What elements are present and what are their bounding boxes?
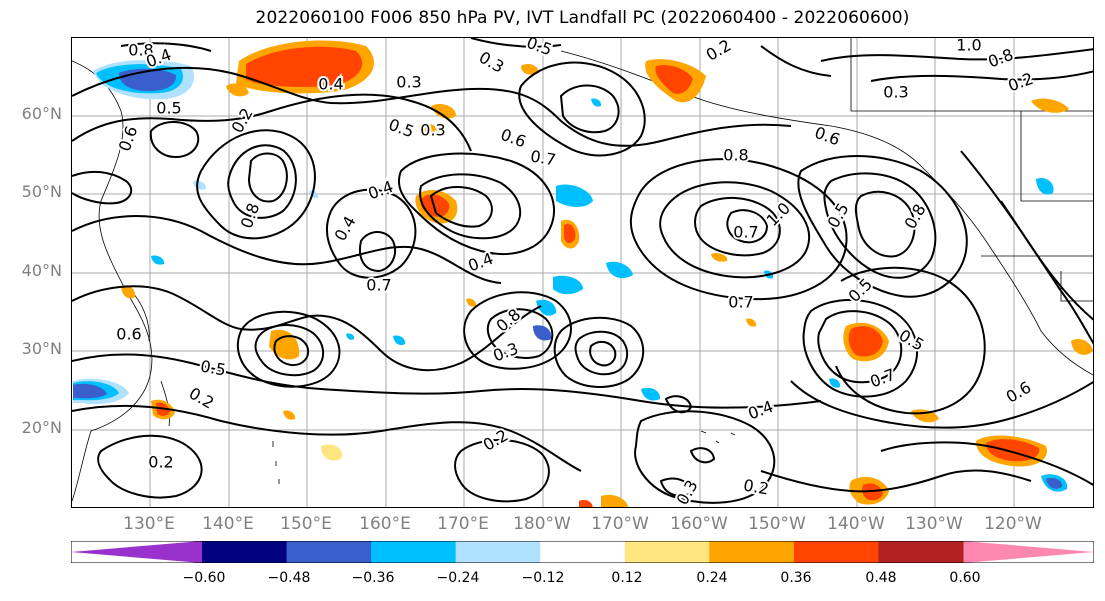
colorbar-bins — [71, 541, 1094, 563]
colorbar — [71, 541, 1094, 563]
contour-label: 0.5 — [386, 115, 416, 142]
lon-tick-130w: 130°W — [905, 514, 963, 534]
lon-tick-160w: 160°W — [670, 514, 728, 534]
pv-contours — [72, 38, 1093, 504]
shading — [73, 40, 1093, 507]
lon-tick-160e: 160°E — [359, 514, 411, 534]
graticule — [72, 38, 1093, 507]
colorbar-bin — [878, 541, 964, 563]
contour-label: 0.3 — [396, 73, 421, 92]
contour-label: 0.4 — [365, 177, 395, 204]
contour-label: 0.8 — [128, 41, 153, 60]
colorbar-bin — [709, 541, 795, 563]
colorbar-label: 0.12 — [611, 570, 643, 586]
contour-label: 0.3 — [420, 121, 445, 140]
contour-label: 0.8 — [985, 45, 1015, 72]
contour-label: 0.5 — [156, 99, 181, 118]
contour-label: 0.6 — [116, 325, 141, 344]
lon-tick-140e: 140°E — [202, 514, 254, 534]
contour-label: 0.5 — [824, 200, 853, 232]
lat-tick-20n: 20°N — [21, 418, 62, 437]
contour-label: 0.2 — [148, 453, 173, 472]
colorbar-bin — [286, 541, 372, 563]
contour-label: 0.6 — [812, 123, 842, 150]
lon-tick-170w: 170°W — [591, 514, 649, 534]
lat-tick-60n: 60°N — [21, 104, 62, 123]
colorbar-bin — [624, 541, 710, 563]
contour-label: 0.8 — [237, 200, 264, 230]
contour-label: 0.7 — [728, 293, 753, 312]
lon-tick-120w: 120°W — [984, 514, 1042, 534]
colorbar-label: 0.24 — [696, 570, 728, 586]
colorbar-extend-low — [71, 541, 202, 563]
colorbar-label: 0.60 — [949, 570, 981, 586]
contour-label: 0.3 — [490, 339, 520, 366]
lon-tick-170e: 170°E — [437, 514, 489, 534]
contour-label: 0.4 — [318, 75, 343, 94]
colorbar-bin — [202, 541, 288, 563]
lon-tick-140w: 140°W — [827, 514, 885, 534]
lon-tick-180w: 180°W — [513, 514, 571, 534]
contour-label: 0.8 — [723, 146, 748, 165]
lat-tick-40n: 40°N — [21, 261, 62, 280]
colorbar-label: 0.36 — [780, 570, 812, 586]
contour-label: 0.3 — [476, 48, 508, 77]
colorbar-bin — [455, 541, 541, 563]
contour-label: 0.7 — [867, 365, 897, 392]
colorbar-extend-high — [963, 541, 1094, 563]
contour-label: 0.7 — [733, 223, 758, 242]
contour-label: 0.2 — [186, 384, 218, 413]
contour-label: 0.4 — [745, 397, 775, 424]
colorbar-label: −0.48 — [267, 570, 311, 586]
lat-tick-50n: 50°N — [21, 182, 62, 201]
colorbar-label: −0.12 — [521, 570, 565, 586]
lat-tick-30n: 30°N — [21, 339, 62, 358]
colorbar-bin — [371, 541, 457, 563]
colorbar-label: −0.60 — [182, 570, 226, 586]
contour-label: 0.2 — [703, 38, 735, 65]
contour-label: 0.5 — [524, 38, 554, 59]
contour-label: 0.7 — [529, 146, 557, 169]
contour-label: 0.3 — [673, 477, 702, 508]
contour-label: 0.6 — [1003, 378, 1035, 407]
map-panel: 0.8 0.4 0.3 0.5 0.6 0.2 0.3 0.4 0.3 1.0 0.8 0.2 0.5 0… — [71, 37, 1094, 508]
colorbar-label: 0.48 — [865, 570, 897, 586]
contour-label: 0.6 — [498, 125, 528, 152]
colorbar-bin — [793, 541, 879, 563]
lon-tick-150w: 150°W — [748, 514, 806, 534]
contour-label: 0.3 — [883, 83, 908, 102]
coastlines — [72, 38, 1093, 502]
map-title: 2022060100 F006 850 hPa PV, IVT Landfall… — [255, 8, 910, 28]
lon-tick-150e: 150°E — [280, 514, 332, 534]
lon-tick-130e: 130°E — [123, 514, 175, 534]
colorbar-bin — [540, 541, 626, 563]
contour-label: 1.0 — [956, 38, 981, 55]
contour-label: 0.6 — [115, 123, 142, 153]
map-canvas: 0.80.40.30.50.60.20.30.4 0.31.0 0.80.20.5 0… — [72, 38, 1093, 508]
colorbar-label: −0.36 — [351, 570, 395, 586]
contour-label: 0.2 — [742, 475, 770, 498]
colorbar-label: −0.24 — [436, 570, 480, 586]
contour-label: 0.5 — [199, 356, 227, 379]
contour-label: 0.7 — [366, 276, 391, 295]
contour-label: 0.4 — [331, 213, 360, 245]
contour-label: 0.2 — [1005, 69, 1035, 96]
